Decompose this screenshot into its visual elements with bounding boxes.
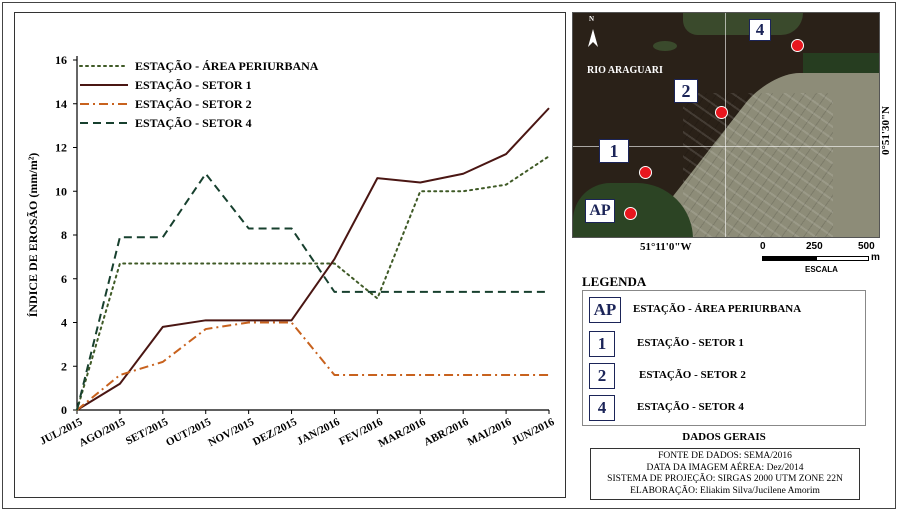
map-marker-sector-4 — [791, 39, 804, 52]
scale-tick-250: 250 — [806, 241, 823, 252]
series-line-1 — [76, 155, 550, 411]
scale-label: ESCALA — [805, 265, 838, 274]
scale-bar-dark — [762, 256, 817, 261]
x-tick-label: JUN/2016 — [510, 416, 557, 448]
map-sector-1-box: 1 — [599, 139, 629, 163]
legend-label-ap: ESTAÇÃO - ÁREA PERIURBANA — [633, 303, 802, 315]
legend-box: AP ESTAÇÃO - ÁREA PERIURBANA 1 ESTAÇÃO -… — [582, 290, 866, 426]
scale-tick-500: 500 — [858, 241, 875, 252]
map-urban-grid — [683, 93, 833, 237]
legend-label-2: ESTAÇÃO - SETOR 2 — [639, 369, 746, 381]
map-longitude-label: 51°11'0"W — [640, 241, 692, 253]
series-line-4 — [76, 172, 549, 411]
legend-label-1: ESTAÇÃO - SETOR 1 — [637, 337, 744, 349]
y-tick-label: 10 — [55, 184, 67, 198]
y-tick-label: 6 — [61, 272, 67, 286]
map-marker-sector-2 — [715, 106, 728, 119]
legend-key-1: 1 — [589, 331, 615, 357]
y-tick-label: 4 — [61, 316, 67, 330]
legend-key-2: 2 — [589, 363, 615, 389]
map-sector-2-box: 2 — [674, 79, 698, 103]
erosion-line-chart: 0 2 4 6 8 10 12 14 16 JUL/2015AGO/2015SET/2015OUT… — [26, 53, 557, 450]
river-label: RIO ARAGUARI — [587, 65, 663, 76]
legend-entry-3: ESTAÇÃO - SETOR 2 — [135, 97, 252, 111]
dados-line-elaboracao: ELABORAÇÃO: Eliakim Silva/Jucilene Amori… — [630, 485, 820, 496]
y-tick-label: 16 — [55, 53, 67, 67]
series-line-3 — [76, 321, 549, 411]
map-sector-4-box: 4 — [749, 19, 771, 41]
dados-line-fonte: FONTE DE DADOS: SEMA/2016 — [658, 451, 792, 461]
x-tick-label: MAI/2016 — [466, 416, 514, 449]
map-sector-ap-box: AP — [585, 199, 615, 223]
y-tick-label: 12 — [55, 141, 67, 155]
scale-bar-light — [816, 256, 869, 261]
map-gridline-v — [725, 13, 726, 237]
dados-line-data: DATA DA IMAGEM AÉREA: Dez/2014 — [646, 462, 804, 473]
x-tick-label: ABR/2016 — [422, 416, 471, 449]
legend-key-4: 4 — [589, 395, 615, 421]
x-tick-label: SET/2015 — [124, 416, 171, 448]
map-latitude-label: 0°51'30"N — [880, 105, 892, 155]
legend-entry-4: ESTAÇÃO - SETOR 4 — [135, 116, 252, 130]
dados-gerais-box: FONTE DE DADOS: SEMA/2016 DATA DA IMAGEM… — [590, 448, 860, 500]
map-marker-sector-1 — [639, 166, 652, 179]
y-tick-label: 14 — [55, 97, 67, 111]
x-tick-label: JAN/2016 — [295, 416, 342, 448]
map-marker-ap — [624, 207, 637, 220]
chart-panel: 0 2 4 6 8 10 12 14 16 JUL/2015 AGO/2015 SET/2015 OUT… — [14, 12, 566, 498]
y-tick-label: 2 — [61, 359, 67, 373]
scale-tick-0: 0 — [760, 241, 766, 252]
map-island — [653, 41, 677, 51]
north-label: N — [589, 15, 595, 23]
dados-line-sistema: SISTEMA DE PROJEÇÃO: SIRGAS 2000 UTM ZON… — [607, 474, 843, 484]
legend-label-4: ESTAÇÃO - SETOR 4 — [637, 401, 744, 413]
y-axis-label: ÍNDICE DE EROSÃO (mm/m²) — [26, 153, 40, 318]
x-tick-label: MAR/2016 — [376, 416, 428, 450]
legend-key-ap: AP — [589, 297, 621, 323]
legend-entry-1: ESTAÇÃO - ÁREA PERIURBANA — [135, 59, 319, 73]
map-gridline-h — [573, 146, 879, 147]
x-tick-label: OUT/2015 — [164, 416, 213, 449]
legend-entry-2: ESTAÇÃO - SETOR 1 — [135, 78, 252, 92]
map-north-shore — [683, 13, 803, 35]
x-tick-label: AGO/2015 — [77, 416, 128, 450]
dados-gerais-title: DADOS GERAIS — [682, 431, 766, 443]
north-arrow-icon — [588, 29, 598, 47]
y-tick-label: 0 — [61, 403, 67, 417]
x-tick-label: NOV/2015 — [206, 416, 256, 449]
x-tick-label: JUL/2015 — [38, 416, 85, 448]
x-tick-label: DEZ/2015 — [251, 416, 299, 449]
satellite-map: N RIO ARAGUARI 4 2 1 AP — [572, 12, 880, 238]
y-tick-label: 8 — [61, 228, 67, 242]
legend-title: LEGENDA — [582, 274, 647, 289]
scale-unit: m — [871, 252, 880, 263]
series-line-2 — [76, 107, 550, 411]
